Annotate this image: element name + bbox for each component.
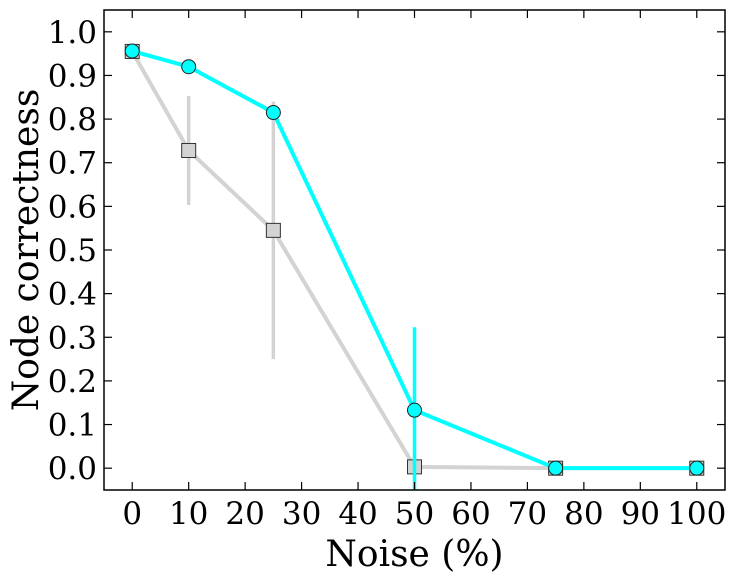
data-point: [265, 222, 281, 238]
series-line: [131, 49, 697, 471]
x-tick-label: 10: [169, 496, 208, 532]
y-tick-label: 0.8: [48, 102, 97, 138]
x-tick-label: 100: [667, 496, 726, 532]
x-tick-label: 60: [451, 496, 490, 532]
y-tick-label: 1.0: [48, 15, 97, 51]
data-point: [265, 105, 281, 121]
y-tick-label: 0.9: [48, 58, 97, 94]
x-tick-label: 80: [564, 496, 603, 532]
y-tick-label: 0.7: [48, 146, 97, 182]
y-axis-title: Node correctness: [6, 89, 47, 412]
y-tick-label: 0.5: [48, 233, 97, 269]
x-tick-label: 90: [621, 496, 660, 532]
y-tick-label: 0.6: [48, 189, 97, 225]
data-point: [689, 460, 705, 476]
y-tick-label: 0.2: [48, 364, 97, 400]
x-tick-label: 20: [225, 496, 264, 532]
y-tick-label: 0.1: [48, 408, 97, 444]
x-tick-label: 30: [282, 496, 321, 532]
x-axis-title: Noise (%): [325, 534, 503, 575]
data-point: [124, 43, 140, 59]
y-tick-label: 0.4: [48, 277, 97, 313]
x-tick-label: 50: [395, 496, 434, 532]
data-point: [407, 402, 422, 418]
data-point: [181, 143, 197, 159]
x-tick-label: 0: [122, 496, 142, 532]
series-1: [124, 43, 705, 490]
x-tick-label: 70: [508, 496, 547, 532]
axis-ticks: 0 10 20 30 40 50 60 70 80 90 100 0.0 0.1 0.2 0.3 0.4 0.5…: [48, 10, 726, 532]
data-point: [181, 59, 197, 75]
y-tick-label: 0.3: [48, 320, 97, 356]
y-tick-label: 0.0: [48, 451, 97, 487]
data-point: [548, 460, 564, 476]
x-tick-label: 40: [338, 496, 377, 532]
plot-area: [124, 43, 705, 490]
